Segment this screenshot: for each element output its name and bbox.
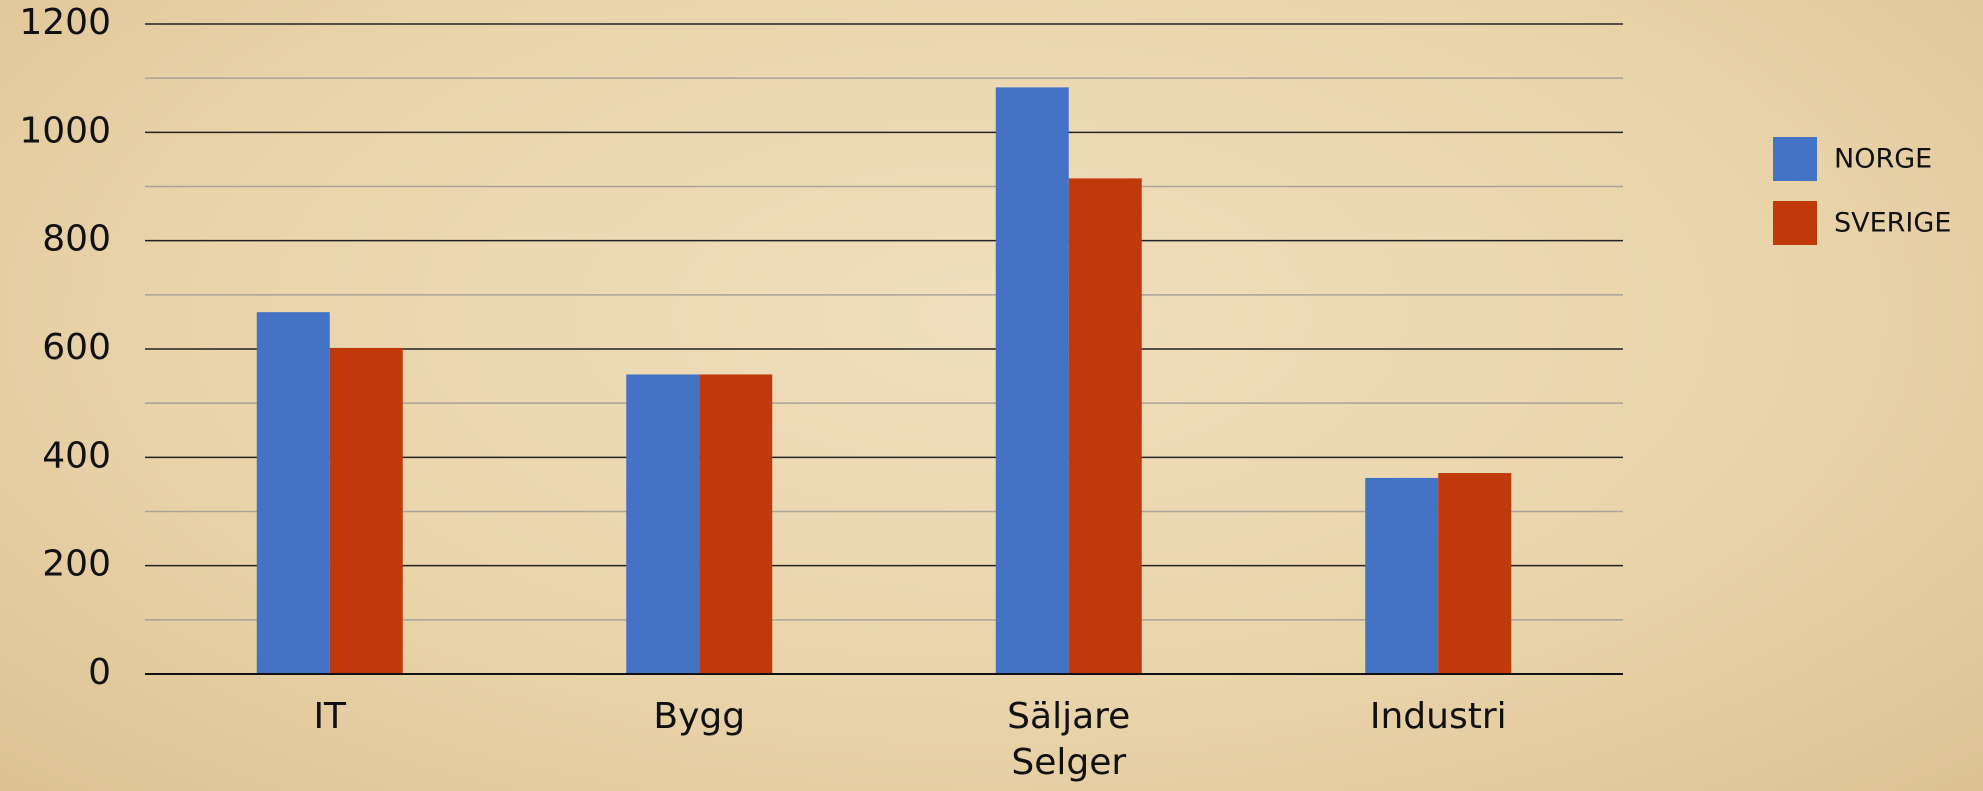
- legend-label: NORGE: [1834, 144, 1932, 175]
- x-tick-label: Industri: [1369, 696, 1507, 737]
- legend-swatch: [1773, 201, 1817, 245]
- y-tick-label: 400: [42, 435, 111, 476]
- bar: [626, 374, 700, 674]
- bar: [1068, 178, 1142, 674]
- y-tick-label: 1200: [19, 2, 111, 43]
- y-tick-label: 0: [88, 652, 111, 693]
- y-tick-label: 800: [42, 219, 111, 260]
- bar: [329, 347, 403, 674]
- bar: [1365, 477, 1439, 674]
- x-tick-label: Säljare Selger: [1007, 696, 1131, 783]
- y-tick-label: 600: [42, 327, 111, 368]
- x-tick-label: IT: [313, 696, 347, 737]
- y-tick-label: 1000: [19, 110, 111, 151]
- bar: [699, 374, 773, 674]
- bar: [995, 87, 1069, 674]
- legend-swatch: [1773, 137, 1817, 181]
- y-tick-label: 200: [42, 544, 111, 585]
- bar: [256, 312, 330, 674]
- legend-label: SVERIGE: [1834, 208, 1951, 239]
- x-tick-label: Bygg: [653, 696, 746, 737]
- bar: [1438, 473, 1512, 674]
